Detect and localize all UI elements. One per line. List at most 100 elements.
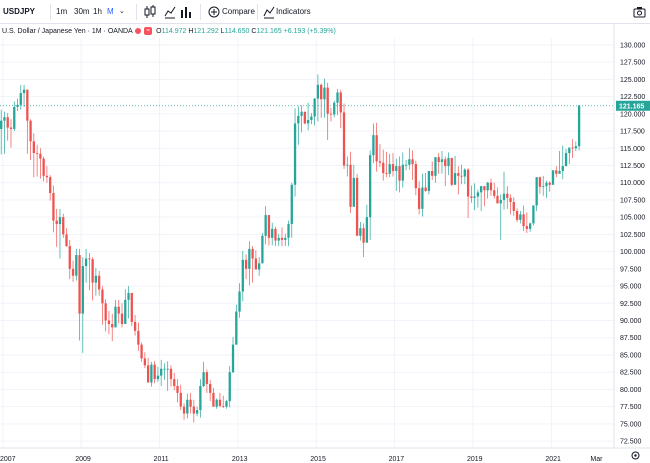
candle-body bbox=[209, 383, 212, 393]
candle-body bbox=[13, 106, 16, 129]
legend-title: U.S. Dollar / Japanese Yen · 1M · OANDA bbox=[2, 28, 133, 35]
candle-body bbox=[391, 164, 395, 171]
candle-body bbox=[6, 117, 9, 128]
candle-body bbox=[421, 187, 424, 209]
candle bbox=[476, 189, 480, 208]
candle bbox=[346, 156, 349, 177]
interval-monthly-button[interactable]: M bbox=[107, 7, 114, 16]
candle bbox=[300, 105, 303, 133]
candle bbox=[427, 170, 431, 195]
candle bbox=[333, 100, 336, 118]
candle-body bbox=[532, 205, 535, 224]
compare-icon[interactable] bbox=[208, 6, 220, 18]
indicators-icon[interactable] bbox=[263, 5, 275, 19]
candle-body bbox=[450, 157, 453, 185]
candle-body bbox=[231, 344, 235, 373]
candle bbox=[257, 257, 261, 276]
candle-body bbox=[385, 173, 388, 174]
candle-body bbox=[101, 289, 104, 304]
candle bbox=[555, 166, 558, 178]
candle-body bbox=[395, 166, 398, 171]
candle bbox=[156, 366, 160, 382]
candle bbox=[316, 74, 320, 122]
candle-body bbox=[496, 195, 499, 204]
candle-body bbox=[146, 365, 150, 383]
area-icon[interactable] bbox=[164, 5, 176, 19]
plot-area bbox=[0, 38, 614, 448]
candle bbox=[169, 365, 173, 387]
candle-body bbox=[32, 141, 35, 154]
candle-body bbox=[316, 84, 320, 99]
candle bbox=[349, 151, 352, 214]
chevron-down-icon[interactable]: ⌄ bbox=[119, 8, 125, 15]
candle-body bbox=[313, 98, 316, 117]
candle-body bbox=[424, 187, 427, 191]
candle-body bbox=[480, 186, 483, 193]
candle-body bbox=[300, 111, 303, 116]
candle bbox=[352, 164, 355, 207]
candle bbox=[62, 213, 65, 238]
legend-change-value: +6.193 (+5.39%) bbox=[283, 28, 336, 35]
camera-icon[interactable] bbox=[633, 6, 646, 18]
candle-body bbox=[257, 263, 261, 270]
candle-body bbox=[375, 135, 378, 162]
settings-icon[interactable] bbox=[630, 450, 641, 461]
candle-body bbox=[437, 157, 440, 163]
candle bbox=[186, 393, 189, 419]
candle-body bbox=[81, 266, 84, 314]
candle bbox=[29, 119, 32, 160]
candle bbox=[466, 168, 470, 218]
legend-open-label: O bbox=[156, 28, 162, 35]
price-axis: 72.500 75.000 77.500 80.000 82.500 85.000 87.5… bbox=[613, 24, 650, 448]
y-tick-label: 102.500 bbox=[620, 232, 645, 239]
candle bbox=[506, 186, 509, 209]
symbol-search-button[interactable]: USDJPY bbox=[3, 7, 36, 16]
candle bbox=[13, 101, 16, 132]
candle bbox=[222, 395, 225, 409]
candle bbox=[81, 257, 84, 353]
candle-body bbox=[388, 164, 391, 174]
candle-body bbox=[192, 406, 195, 414]
candle bbox=[355, 173, 359, 236]
candle-body bbox=[140, 344, 143, 359]
candle-body bbox=[535, 177, 538, 206]
candle bbox=[52, 185, 55, 233]
x-tick-label: 2009 bbox=[75, 456, 91, 463]
candle-body bbox=[222, 405, 225, 407]
candle-body bbox=[104, 303, 107, 321]
candle bbox=[365, 204, 369, 243]
candle bbox=[532, 205, 535, 226]
candle-body bbox=[538, 177, 542, 187]
candle bbox=[267, 215, 271, 246]
candle bbox=[71, 260, 75, 282]
candle-body bbox=[114, 306, 117, 328]
candle bbox=[408, 148, 411, 170]
x-tick-label: 2015 bbox=[310, 456, 326, 463]
compare-button[interactable]: Compare bbox=[222, 7, 255, 16]
market-status-icon bbox=[135, 28, 142, 35]
candle-body bbox=[62, 217, 65, 235]
bars-icon[interactable] bbox=[180, 5, 192, 19]
candle bbox=[548, 181, 551, 192]
candle-body bbox=[342, 112, 346, 166]
x-tick-label: 2011 bbox=[154, 456, 169, 463]
x-tick-label: Mar bbox=[590, 456, 603, 463]
candle-body bbox=[49, 177, 52, 194]
candle-body bbox=[195, 410, 199, 414]
candle bbox=[561, 145, 564, 180]
indicators-button[interactable]: Indicators bbox=[276, 7, 311, 16]
candle-body bbox=[84, 258, 88, 267]
candle bbox=[98, 270, 101, 296]
interval-1h-button[interactable]: 1h bbox=[93, 7, 102, 16]
candle-body bbox=[489, 182, 493, 191]
candle-body bbox=[71, 268, 75, 276]
y-tick-label: 120.000 bbox=[620, 111, 645, 118]
candle bbox=[91, 257, 94, 301]
candle-body bbox=[199, 385, 202, 411]
interval-30m-button[interactable]: 30m bbox=[74, 7, 90, 16]
candle bbox=[568, 147, 571, 165]
x-tick-label: 2017 bbox=[389, 456, 405, 463]
candles-icon[interactable] bbox=[144, 5, 156, 19]
candle bbox=[493, 182, 496, 199]
interval-1m-button[interactable]: 1m bbox=[56, 7, 68, 16]
